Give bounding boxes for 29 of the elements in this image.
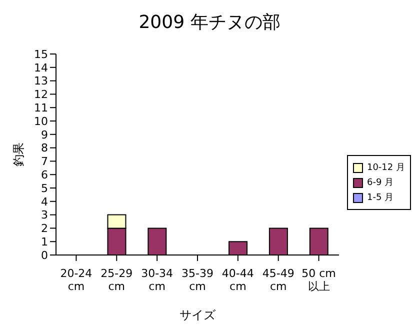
y-tick-label: 14: [34, 61, 48, 74]
x-axis-title: サイズ: [179, 308, 216, 322]
x-tick-label: 35-39 cm: [182, 267, 214, 293]
y-tick-label: 10: [34, 114, 48, 128]
legend-label: 6-9 月: [366, 177, 394, 189]
y-tick-label: 1: [41, 236, 48, 249]
y-tick-label: 12: [34, 88, 48, 102]
x-tick-label: 20-24 cm: [60, 267, 92, 293]
y-tick-label: 13: [34, 74, 48, 88]
y-tick-label: 0: [41, 248, 48, 262]
y-tick-label: 2: [41, 222, 48, 236]
y-tick-label: 9: [41, 128, 48, 142]
y-tick-label: 6: [41, 168, 48, 182]
y-tick-label: 5: [41, 182, 48, 195]
x-tick-label: 45-49 cm: [262, 267, 294, 293]
y-tick-label: 3: [41, 208, 48, 222]
legend-label: 10-12 月: [366, 162, 405, 174]
legend-label: 1-5 月: [366, 192, 394, 204]
x-tick-label: 30-34 cm: [141, 267, 174, 293]
y-tick-label: 8: [41, 142, 48, 155]
x-tick-label: 25-29 cm: [100, 267, 133, 293]
y-tick-label: 15: [34, 48, 48, 61]
chart-title: 2009 年チヌの部: [138, 11, 282, 35]
y-axis-title: 釣果: [11, 142, 26, 166]
x-tick-label: 40-44 cm: [222, 267, 254, 293]
y-tick-label: 4: [41, 195, 48, 208]
y-tick-label: 7: [41, 155, 48, 168]
x-tick-label: 50 cm 以上: [302, 267, 336, 293]
y-tick-label: 11: [34, 102, 48, 115]
